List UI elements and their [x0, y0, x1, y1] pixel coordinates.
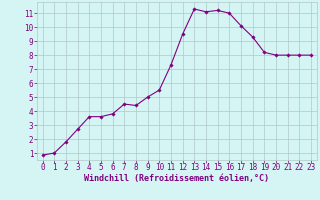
- X-axis label: Windchill (Refroidissement éolien,°C): Windchill (Refroidissement éolien,°C): [84, 174, 269, 183]
